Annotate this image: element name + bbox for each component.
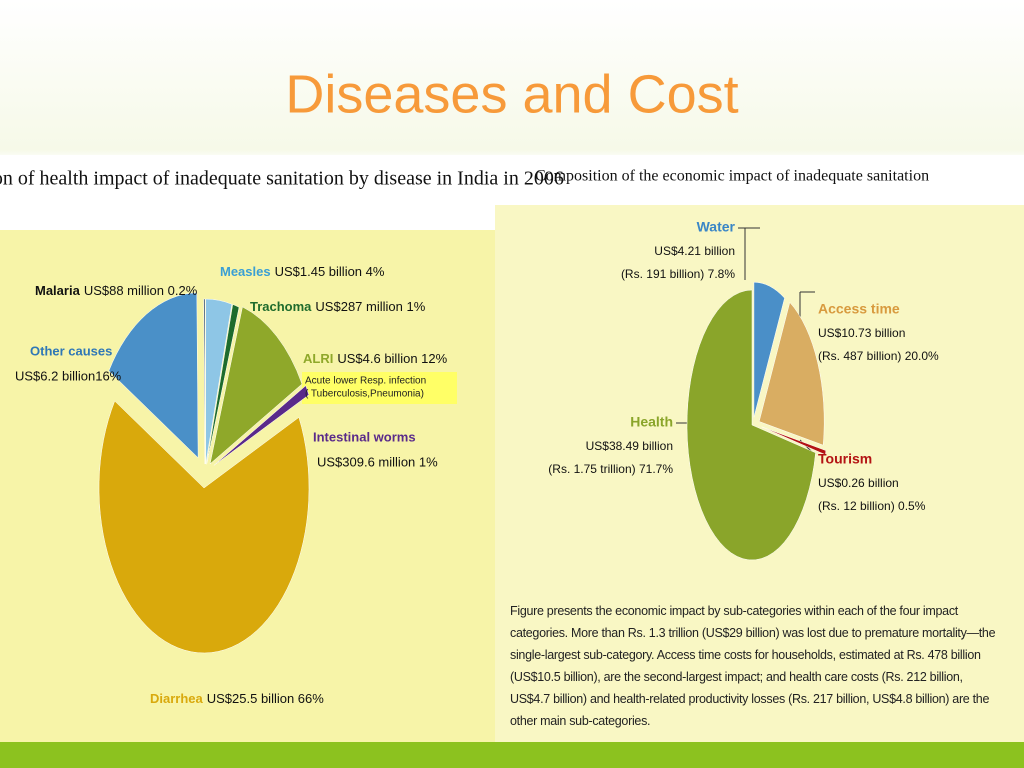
pie-slice [761, 426, 827, 456]
value-label: US$287 million 1% [315, 299, 425, 314]
caption: Figure presents the economic impact by s… [510, 604, 996, 728]
pie-slice [209, 306, 303, 465]
slice-label: Trachoma US$287 million 1% [250, 299, 426, 314]
value-label: (Rs. 191 billion) 7.8% [621, 267, 735, 281]
slice-label: ALRI US$4.6 billion 12% [303, 351, 448, 366]
slice-label: Health [630, 414, 673, 430]
chart-title: Composition of the economic impact of in… [535, 168, 929, 185]
value-label: US$38.49 billion [586, 439, 673, 453]
value-label: US$25.5 billion 66% [207, 691, 325, 706]
pie-slice [213, 385, 310, 466]
slice-label: Measles US$1.45 billion 4% [220, 264, 385, 279]
pie-slice [758, 301, 825, 446]
slice-label: Other causes [30, 343, 112, 358]
note-text: Acute lower Resp. infection [305, 376, 426, 387]
note-text: ( Tuberculosis,Pneumonia) [305, 389, 424, 400]
slice-name: ALRI [303, 351, 333, 366]
pie-slice [98, 400, 310, 654]
pie-slice [206, 304, 240, 465]
note-box [302, 372, 457, 404]
slice-name: Trachoma [250, 299, 312, 314]
slice-name: Malaria [35, 283, 81, 298]
slide-title: Diseases and Cost [285, 64, 738, 124]
slice-label: Diarrhea US$25.5 billion 66% [150, 691, 324, 706]
pie-slice [686, 289, 816, 561]
value-label: (Rs. 1.75 trillion) 71.7% [548, 462, 673, 476]
value-label: US$88 million 0.2% [84, 283, 198, 298]
chart-title: Distribution of health impact of inadequ… [0, 168, 564, 190]
footer-bar [0, 742, 1024, 768]
value-label: (Rs. 12 billion) 0.5% [818, 499, 926, 513]
value-label: US$6.2 billion16% [15, 368, 122, 383]
pie-slice [203, 298, 206, 465]
slice-label: Tourism [818, 451, 872, 467]
value-label: US$1.45 billion 4% [275, 264, 385, 279]
value-label: US$309.6 million 1% [317, 454, 438, 469]
value-label: (Rs. 487 billion) 20.0% [818, 349, 939, 363]
pie-slice [108, 292, 199, 459]
slice-label: Intestinal worms [313, 429, 416, 444]
slice-label: Water [697, 219, 736, 235]
pie-slice [753, 281, 785, 418]
left-header [0, 155, 495, 230]
right-header [495, 155, 1024, 205]
value-label: US$4.21 billion [654, 244, 735, 258]
value-label: US$10.73 billion [818, 326, 905, 340]
slice-label: Malaria US$88 million 0.2% [35, 283, 198, 298]
slice-label: Access time [818, 301, 900, 317]
slice-name: Measles [220, 264, 271, 279]
pie-slice [205, 298, 233, 465]
value-label: US$0.26 billion [818, 476, 899, 490]
value-label: US$4.6 billion 12% [337, 351, 447, 366]
slice-name: Diarrhea [150, 691, 204, 706]
